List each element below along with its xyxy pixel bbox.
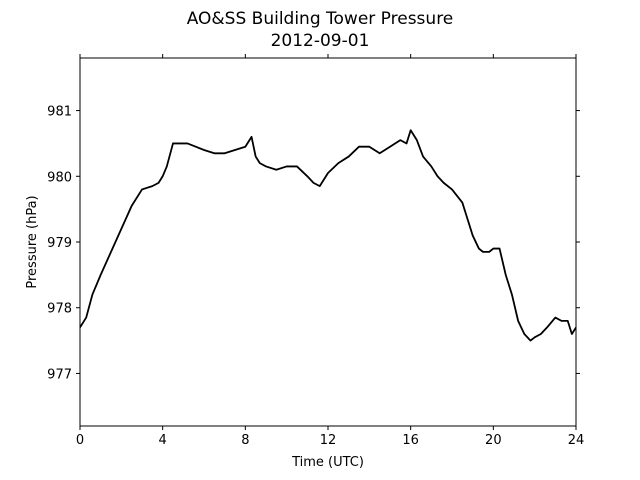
y-tick-label: 977	[47, 367, 72, 382]
x-axis-label: Time (UTC)	[291, 455, 364, 470]
y-axis-label: Pressure (hPa)	[25, 195, 40, 288]
pressure-series-line	[79, 129, 577, 342]
chart-title: AO&SS Building Tower Pressure	[187, 9, 454, 29]
x-tick-label: 24	[568, 433, 585, 448]
axes-frame	[79, 57, 577, 427]
y-tick-label: 978	[47, 302, 72, 317]
x-tick-label: 12	[320, 433, 337, 448]
x-tick-label: 8	[241, 433, 249, 448]
x-tick-label: 16	[402, 433, 419, 448]
x-axis: 0 4 8 12 16 20 24	[76, 54, 584, 448]
x-tick-label: 0	[76, 433, 84, 448]
y-tick-label: 979	[47, 236, 72, 251]
x-tick-label: 4	[159, 433, 167, 448]
chart-subtitle: 2012-09-01	[271, 31, 370, 51]
y-axis: 977 978 979 980 981	[47, 105, 580, 382]
y-tick-label: 980	[47, 170, 72, 185]
y-tick-label: 981	[47, 105, 72, 120]
x-tick-label: 20	[485, 433, 502, 448]
